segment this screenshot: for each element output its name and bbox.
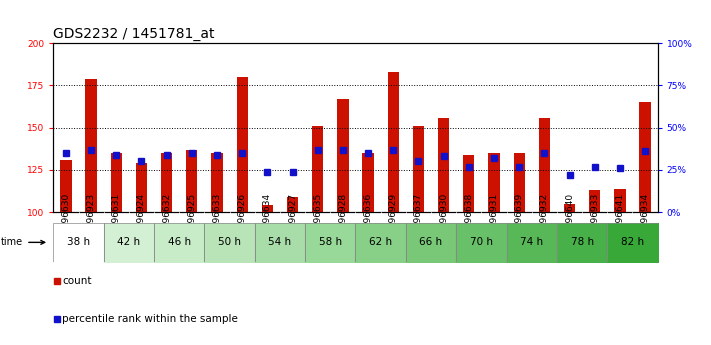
Bar (589, 190, 600, 212)
Text: 58 h: 58 h (319, 237, 342, 247)
Bar (186, 150, 198, 212)
Bar (513, 153, 525, 212)
Text: 70 h: 70 h (470, 237, 493, 247)
Text: 62 h: 62 h (369, 237, 392, 247)
Text: 78 h: 78 h (570, 237, 594, 247)
Bar (614, 188, 626, 212)
Text: GSM96924: GSM96924 (137, 193, 146, 242)
Text: GSM96641: GSM96641 (616, 193, 624, 242)
Text: 50 h: 50 h (218, 237, 241, 247)
Bar (136, 163, 147, 212)
Text: GSM96925: GSM96925 (187, 193, 196, 242)
Bar (262, 205, 273, 212)
Bar (413, 126, 424, 212)
Text: GSM96632: GSM96632 (162, 193, 171, 242)
Text: GSM96932: GSM96932 (540, 193, 549, 242)
Text: GSM96929: GSM96929 (389, 193, 397, 242)
Text: 38 h: 38 h (67, 237, 90, 247)
Text: GSM96930: GSM96930 (439, 193, 448, 242)
Bar (111, 153, 122, 212)
Text: time: time (1, 237, 45, 247)
Bar (438, 118, 449, 212)
Text: GSM96634: GSM96634 (263, 193, 272, 242)
Text: GSM96631: GSM96631 (112, 193, 121, 242)
Text: GSM96928: GSM96928 (338, 193, 348, 242)
Text: GSM96927: GSM96927 (288, 193, 297, 242)
Bar (387, 72, 399, 212)
Text: 42 h: 42 h (117, 237, 141, 247)
Bar (363, 153, 374, 212)
Bar (237, 77, 248, 212)
Bar (337, 99, 348, 212)
Text: GDS2232 / 1451781_at: GDS2232 / 1451781_at (53, 27, 215, 41)
Text: GSM96934: GSM96934 (641, 193, 650, 242)
Text: GSM96633: GSM96633 (213, 193, 222, 242)
Bar (539, 118, 550, 212)
Bar (312, 126, 324, 212)
Text: GSM96926: GSM96926 (237, 193, 247, 242)
Bar (564, 204, 575, 212)
Text: GSM96637: GSM96637 (414, 193, 423, 242)
Bar (463, 155, 474, 212)
Text: GSM96640: GSM96640 (565, 193, 574, 242)
Text: 66 h: 66 h (419, 237, 443, 247)
Text: 46 h: 46 h (168, 237, 191, 247)
Text: GSM96639: GSM96639 (515, 193, 524, 242)
Text: percentile rank within the sample: percentile rank within the sample (63, 314, 238, 324)
Text: GSM96931: GSM96931 (489, 193, 498, 242)
Bar (161, 153, 172, 212)
Text: GSM96635: GSM96635 (314, 193, 322, 242)
Text: GSM96933: GSM96933 (590, 193, 599, 242)
Text: GSM96638: GSM96638 (464, 193, 474, 242)
Text: count: count (63, 276, 92, 286)
Text: GSM96636: GSM96636 (363, 193, 373, 242)
Text: 82 h: 82 h (621, 237, 644, 247)
Text: GSM96630: GSM96630 (61, 193, 70, 242)
Text: 74 h: 74 h (520, 237, 543, 247)
Bar (488, 153, 500, 212)
Bar (211, 153, 223, 212)
Bar (85, 79, 97, 212)
Bar (287, 197, 298, 212)
Bar (60, 160, 72, 212)
Text: GSM96923: GSM96923 (87, 193, 95, 242)
Bar (639, 102, 651, 212)
Text: 54 h: 54 h (268, 237, 292, 247)
